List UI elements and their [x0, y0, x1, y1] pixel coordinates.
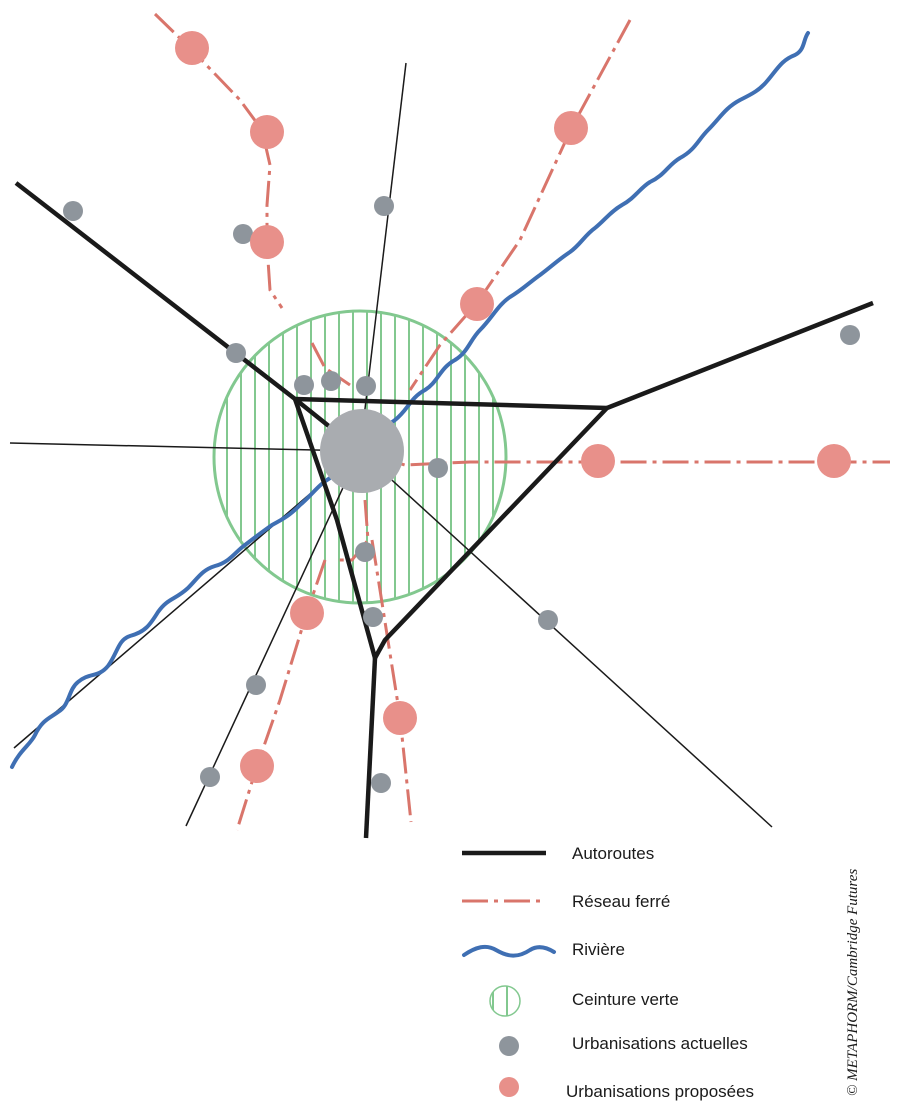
legend-label-proposed: Urbanisations proposées [566, 1082, 754, 1101]
existing-settlements [63, 196, 860, 793]
legend-item-proposed: Urbanisations proposées [499, 1077, 754, 1101]
legend-item-river: Rivière [462, 940, 625, 959]
legend-item-greenbelt: Ceinture verte [489, 985, 679, 1017]
copyright-credit: © METAPHORM/Cambridge Futures [845, 869, 861, 1096]
legend-label-highways: Autoroutes [572, 844, 654, 863]
city-center [320, 409, 404, 493]
legend-label-rail: Réseau ferré [572, 892, 670, 911]
legend: Autoroutes Réseau ferré Rivière Ceinture… [462, 844, 754, 1101]
legend-item-highways: Autoroutes [462, 844, 654, 863]
proposed-settlements [175, 31, 851, 783]
legend-item-existing: Urbanisations actuelles [499, 1034, 748, 1056]
legend-label-existing: Urbanisations actuelles [572, 1034, 748, 1053]
legend-item-rail: Réseau ferré [462, 892, 670, 911]
legend-label-river: Rivière [572, 940, 625, 959]
legend-label-greenbelt: Ceinture verte [572, 990, 679, 1009]
